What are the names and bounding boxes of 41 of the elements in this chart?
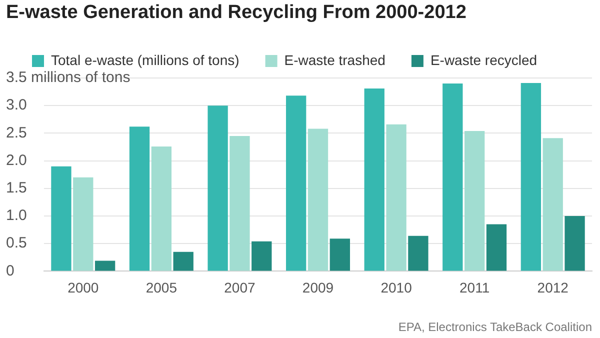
y-tick-label: 0 xyxy=(6,262,14,280)
x-tick-label: 2007 xyxy=(224,279,256,296)
x-tick-label: 2011 xyxy=(460,279,490,296)
y-tick-label: 2.5 xyxy=(6,124,27,142)
legend-label: E-waste recycled xyxy=(430,52,538,68)
bar xyxy=(542,138,563,271)
y-tick-label: 0.5 xyxy=(6,234,27,252)
x-tick-label: 2009 xyxy=(302,279,334,296)
bar xyxy=(51,166,72,271)
x-tick-label: 2010 xyxy=(380,279,412,296)
legend-label: E-waste trashed xyxy=(284,52,386,68)
bar xyxy=(94,260,116,271)
y-tick-label: 1.5 xyxy=(6,180,27,197)
x-tick-label: 2000 xyxy=(68,279,99,296)
bar xyxy=(286,96,306,271)
bar xyxy=(129,126,150,271)
bar xyxy=(173,252,194,271)
x-tick-label: 2012 xyxy=(537,279,569,296)
y-tick-label: 1.0 xyxy=(6,207,27,224)
chart-title: E-waste Generation and Recycling From 2000-2012 xyxy=(6,2,466,24)
bar xyxy=(364,88,384,271)
bar xyxy=(151,146,172,271)
text: EPA, Electronics TakeBack Coalition xyxy=(398,320,592,334)
bar xyxy=(486,224,507,271)
y-tick-label: 3.5 millions of tons xyxy=(6,69,130,86)
bar xyxy=(520,82,542,271)
y-tick-label: 2.0 xyxy=(6,152,27,169)
bar xyxy=(208,106,228,271)
legend-label: Total e-waste (millions of tons) xyxy=(51,52,240,68)
bar xyxy=(230,136,250,271)
bar xyxy=(408,236,428,271)
x-tick-label: 2005 xyxy=(146,279,178,296)
bar xyxy=(464,130,485,271)
bar xyxy=(330,238,350,271)
bar xyxy=(442,84,463,271)
y-tick-label: 3.0 xyxy=(6,96,27,114)
bar xyxy=(308,128,328,271)
bar xyxy=(73,177,94,271)
bar xyxy=(386,124,406,271)
bar xyxy=(564,216,585,271)
bar xyxy=(252,241,272,271)
